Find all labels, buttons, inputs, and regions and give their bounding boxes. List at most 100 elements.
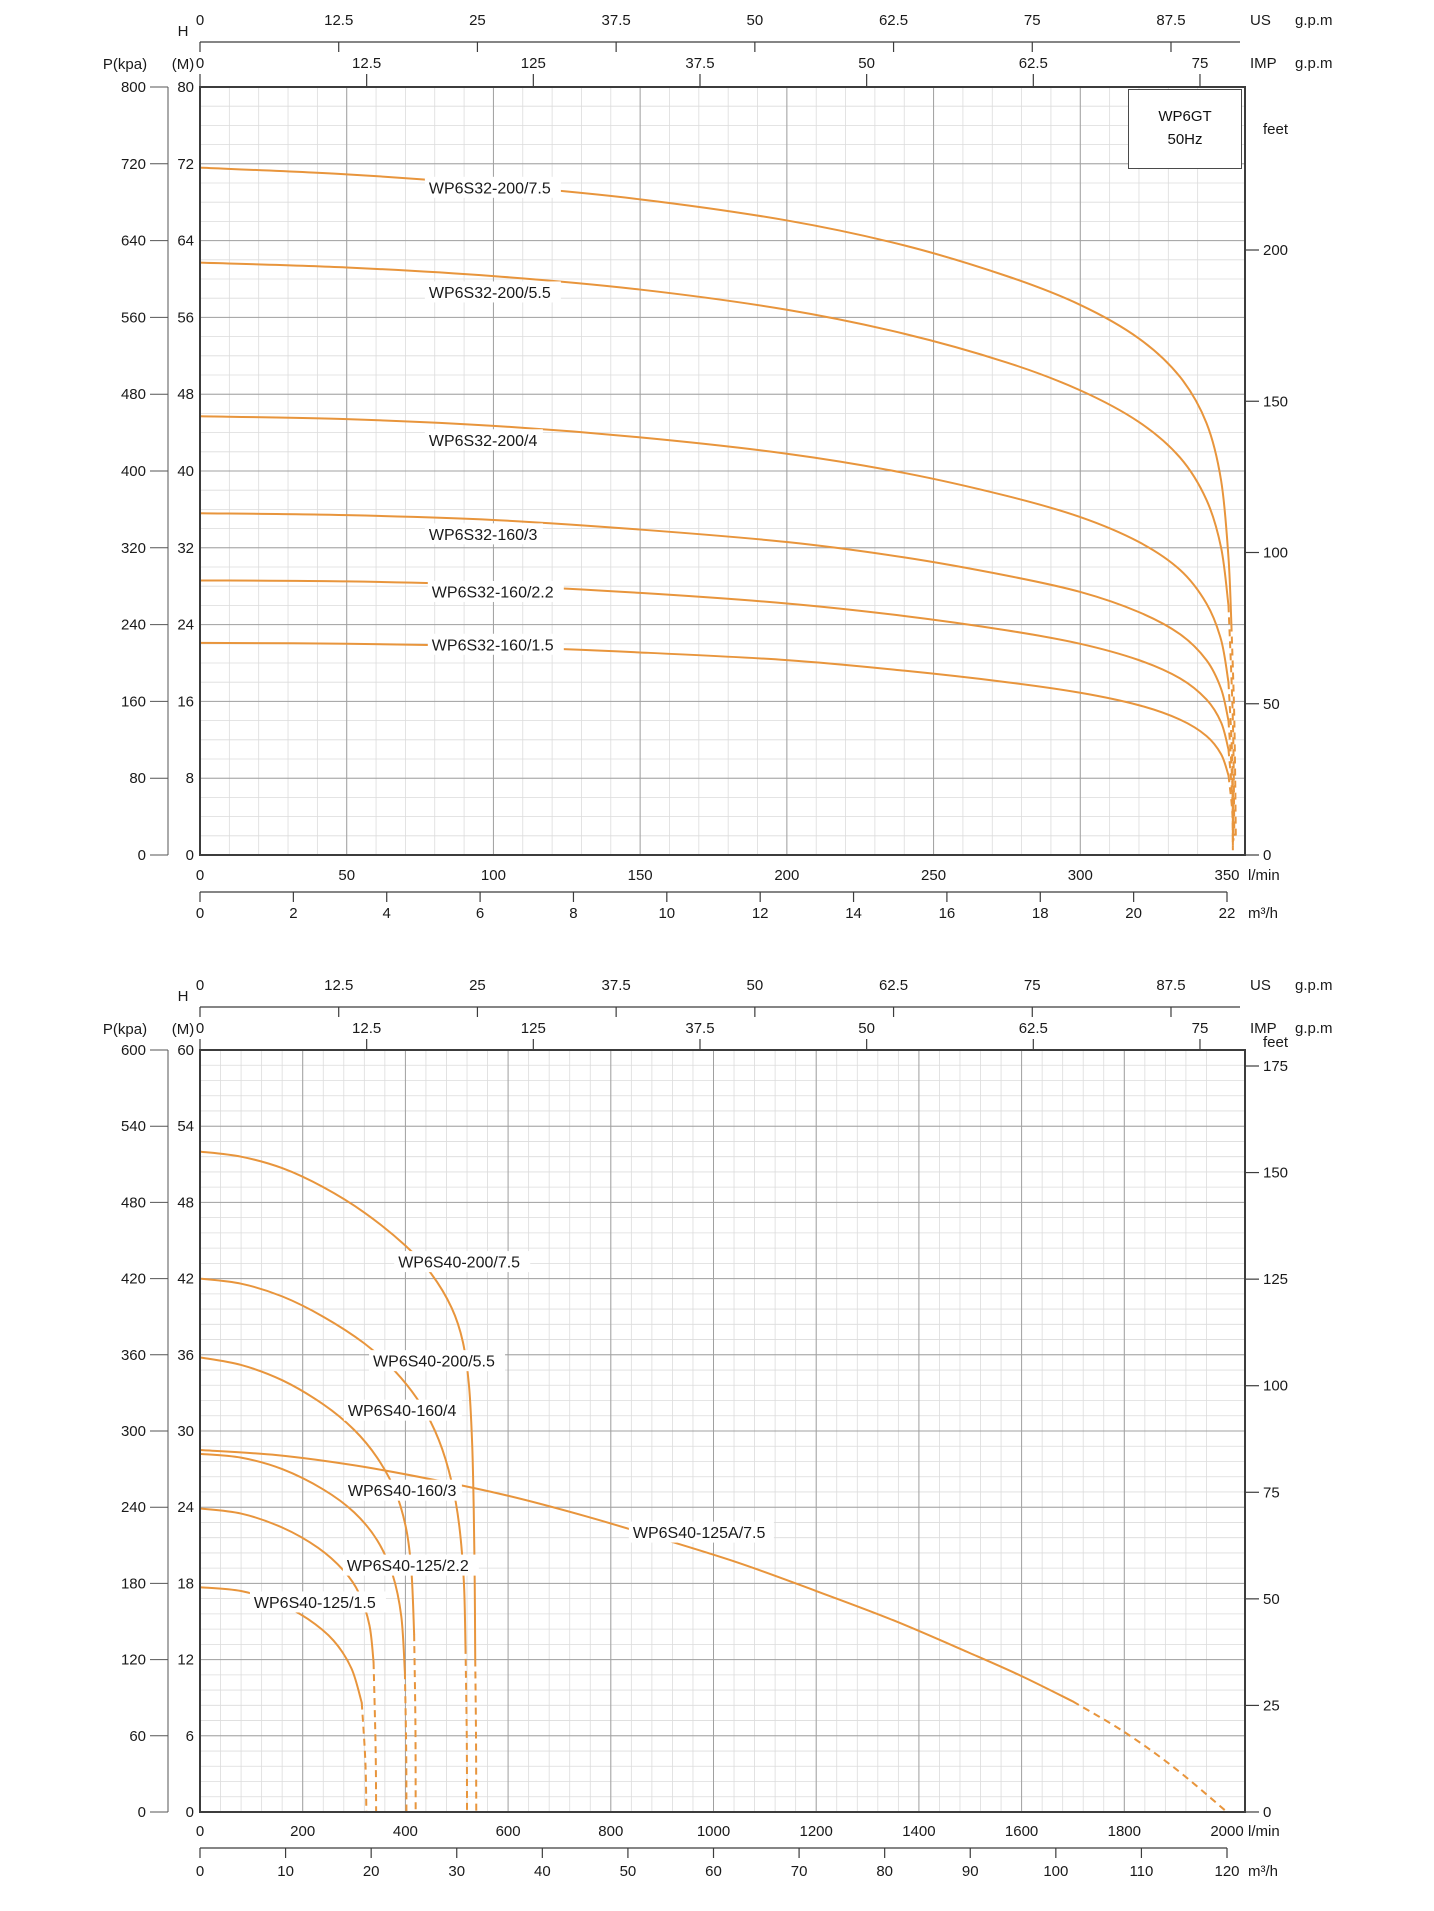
pump-chart-top: WP6S32-200/7.5 WP6S32-200/5.5 WP6S32-200/4… (103, 12, 1333, 922)
h-tick-label: 36 (177, 1347, 194, 1364)
axis-tick-label: 12.5 (352, 55, 381, 72)
axis-tick-label: 62.5 (1019, 55, 1048, 72)
axis-tick-label: 87.5 (1156, 12, 1185, 29)
p-tick-label: 600 (121, 1042, 146, 1059)
curve-dashed-WP6S40-125A/7.5 (1072, 1700, 1228, 1813)
m3h-tick-label: 100 (1043, 1863, 1068, 1880)
p-tick-label: 360 (121, 1347, 146, 1364)
plot-border (199, 86, 1246, 856)
axis-tick-label: 75 (1192, 1020, 1209, 1037)
curve-WP6S40-160/4 (199, 1356, 416, 1636)
m3h-tick-label: 4 (383, 905, 391, 922)
lmin-tick-label: 1400 (902, 1823, 935, 1840)
p-tick-label: 0 (138, 1804, 146, 1821)
imp-unit-label: IMP (1250, 55, 1277, 72)
lmin-tick-label: 400 (393, 1823, 418, 1840)
m3h-tick-label: 2 (289, 905, 297, 922)
axis-tick-label: 125 (521, 55, 546, 72)
h-tick-label: 72 (177, 156, 194, 173)
p-tick-label: 300 (121, 1423, 146, 1440)
curve-label: WP6S40-125/1.5 (254, 1595, 376, 1612)
h-tick-label: 48 (177, 1194, 194, 1211)
curve-WP6S40-200/5.5 (199, 1277, 467, 1648)
m3h-tick-label: 70 (791, 1863, 808, 1880)
p-axis-title: P(kpa) (103, 56, 147, 73)
badge-model: WP6GT (1158, 108, 1212, 125)
badge-frequency: 50Hz (1167, 131, 1203, 148)
p-tick-label: 420 (121, 1271, 146, 1288)
curve-label: WP6S40-125A/7.5 (633, 1525, 766, 1542)
curve-label: WP6S32-160/1.5 (432, 637, 554, 654)
axis-tick-label: 0 (196, 55, 204, 72)
curve-label-bg (394, 1251, 531, 1273)
axis-tick-label: 12.5 (324, 12, 353, 29)
axis-tick-label: 12.5 (324, 977, 353, 994)
curve-WP6S40-125/1.5 (199, 1586, 363, 1704)
axis-tick-label: 12.5 (352, 1020, 381, 1037)
axis-tick-label: 37.5 (685, 55, 714, 72)
curve-label-bg (427, 633, 564, 655)
lmin-tick-label: 300 (1068, 867, 1093, 884)
p-tick-label: 540 (121, 1118, 146, 1135)
curve-label: WP6S40-200/5.5 (373, 1354, 495, 1371)
m3h-tick-label: 20 (1125, 905, 1142, 922)
feet-axis: feet 200 150 100 50 0 (1245, 121, 1289, 864)
axis-tick-label: 75 (1192, 55, 1209, 72)
curve-label: WP6S40-160/4 (348, 1403, 457, 1420)
curve-dashed-WP6S40-200/7.5 (474, 1659, 478, 1813)
m3h-axis: 0 10 20 30 40 50 60 70 80 90 100 110 120 m³/h (196, 1847, 1278, 1880)
axis-tick-label: 0 (196, 977, 204, 994)
feet-tick-label: 0 (1263, 1804, 1271, 1821)
curve-dashed-WP6S32-160/3 (1227, 720, 1234, 846)
m3h-tick-label: 10 (277, 1863, 294, 1880)
m3h-tick-label: 20 (363, 1863, 380, 1880)
feet-tick-label: 75 (1263, 1484, 1280, 1501)
p-tick-label: 480 (121, 1194, 146, 1211)
curve-label-bg (424, 176, 561, 198)
lmin-tick-label: 1600 (1005, 1823, 1038, 1840)
curve-WP6S40-200/7.5 (199, 1150, 477, 1661)
plot-border (199, 1049, 1246, 1813)
imp-unit-label: g.p.m (1295, 1020, 1333, 1037)
curve-dashed-WP6S32-200/4 (1227, 682, 1235, 841)
curve-label: WP6S32-200/5.5 (429, 285, 551, 302)
axis-tick-label: 62.5 (1019, 1020, 1048, 1037)
model-badge: WP6GT 50Hz (1128, 89, 1242, 169)
lmin-tick-label: 2000 (1210, 1823, 1243, 1840)
axis-tick-label: 0 (196, 1020, 204, 1037)
m3h-tick-label: 110 (1129, 1863, 1153, 1880)
p-tick-label: 720 (121, 156, 146, 173)
m3h-unit-label: m³/h (1248, 905, 1278, 922)
m3h-tick-label: 8 (569, 905, 577, 922)
axis-tick-label: 25 (469, 977, 486, 994)
curve-WP6S40-160/3 (199, 1452, 406, 1674)
axis-tick-label: 87.5 (1156, 977, 1185, 994)
m3h-tick-label: 0 (196, 905, 204, 922)
lmin-tick-label: 150 (628, 867, 653, 884)
axis-tick-label: 0 (196, 12, 204, 29)
us-gpm-axis: 0 12.5 25 37.5 50 62.5 75 87.5 US g.p.m (196, 977, 1333, 1017)
m3h-tick-label: 18 (1032, 905, 1049, 922)
lmin-unit-label: l/min (1248, 867, 1280, 884)
us-unit-label: US (1250, 12, 1271, 29)
imp-gpm-axis: 0 12.5 125 37.5 50 62.5 75 IMP g.p.m (196, 1020, 1333, 1050)
feet-tick-label: 150 (1263, 393, 1288, 410)
us-unit-label: g.p.m (1295, 977, 1333, 994)
h-tick-label: 24 (177, 617, 194, 634)
feet-tick-label: 175 (1263, 1058, 1288, 1075)
curve-dashed-WP6S40-125/2.2 (372, 1662, 378, 1813)
m3h-tick-label: 22 (1219, 905, 1236, 922)
curve-WP6S32-160/3 (199, 512, 1230, 722)
curve-label-bg (343, 1399, 462, 1421)
curve-label-bg (369, 1350, 506, 1372)
p-tick-label: 640 (121, 233, 146, 250)
lmin-tick-label: 100 (481, 867, 506, 884)
m3h-tick-label: 90 (962, 1863, 979, 1880)
curves: WP6S40-200/7.5 WP6S40-200/5.5 WP6S40-160/4… (199, 1150, 1228, 1813)
h-tick-label: 48 (177, 386, 194, 403)
p-tick-label: 560 (121, 309, 146, 326)
p-tick-label: 240 (121, 617, 146, 634)
lmin-tick-label: 0 (196, 1823, 204, 1840)
us-gpm-axis: 0 12.5 25 37.5 50 62.5 75 87.5 US g.p.m (196, 12, 1333, 52)
